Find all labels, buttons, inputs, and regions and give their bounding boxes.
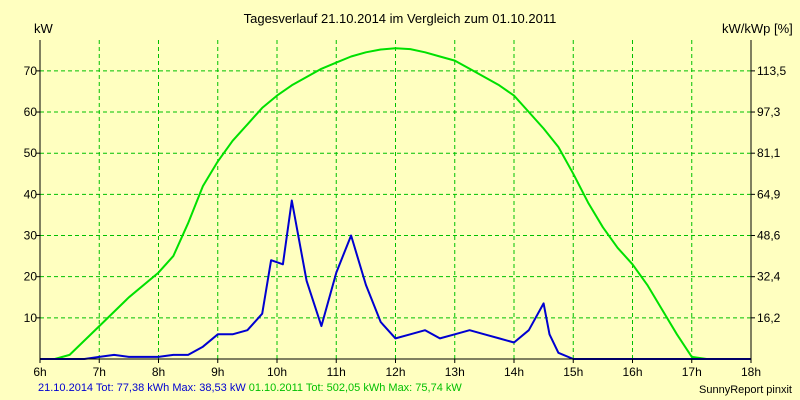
label-layer: Tagesverlauf 21.10.2014 im Vergleich zum… (24, 11, 793, 379)
y-tick-label-right: 97,3 (757, 105, 781, 119)
legend: 21.10.2014 Tot: 77,38 kWh Max: 38,53 kW … (38, 382, 462, 394)
x-tick-label: 6h (33, 365, 46, 379)
y-tick-label-left: 10 (24, 311, 38, 325)
y-tick-label-left: 40 (24, 187, 38, 201)
grid-layer (40, 40, 751, 359)
y-tick-label-left: 20 (24, 270, 38, 284)
y-tick-label-right: 113,5 (757, 64, 786, 78)
y-tick-label-right: 16,2 (757, 311, 781, 325)
y-tick-label-left: 60 (24, 105, 38, 119)
y-tick-label-left: 30 (24, 229, 38, 243)
y-tick-label-right: 64,9 (757, 187, 781, 201)
y-tick-label-right: 48,6 (757, 229, 781, 243)
y-tick-label-left: 50 (24, 146, 38, 160)
y-tick-label-right: 32,4 (757, 270, 781, 284)
x-tick-label: 7h (93, 365, 106, 379)
series-line-01-10-2011 (40, 47, 751, 360)
chart-title: Tagesverlauf 21.10.2014 im Vergleich zum… (244, 11, 557, 26)
right-axis-unit: kW/kWp [%] (722, 21, 793, 36)
x-tick-label: 10h (267, 365, 287, 379)
x-tick-label: 16h (622, 365, 642, 379)
y-tick-label-right: 81,1 (757, 146, 781, 160)
legend-entry-2011: 01.10.2011 Tot: 502,05 kWh Max: 75,74 kW (248, 382, 462, 394)
x-tick-label: 8h (152, 365, 165, 379)
x-tick-label: 15h (563, 365, 583, 379)
legend-entry-2014: 21.10.2014 Tot: 77,38 kWh Max: 38,53 kW (38, 382, 246, 394)
x-tick-label: 11h (327, 365, 346, 379)
x-tick-label: 12h (385, 365, 405, 379)
x-tick-label: 14h (504, 365, 524, 379)
credit-text: SunnyReport pinxit (699, 384, 792, 396)
y-tick-label-left: 70 (24, 64, 38, 78)
axis-layer (36, 40, 755, 363)
x-tick-label: 17h (682, 365, 702, 379)
x-tick-label: 18h (741, 365, 761, 379)
left-axis-unit: kW (34, 21, 54, 36)
x-tick-label: 9h (211, 365, 224, 379)
x-tick-label: 13h (445, 365, 465, 379)
